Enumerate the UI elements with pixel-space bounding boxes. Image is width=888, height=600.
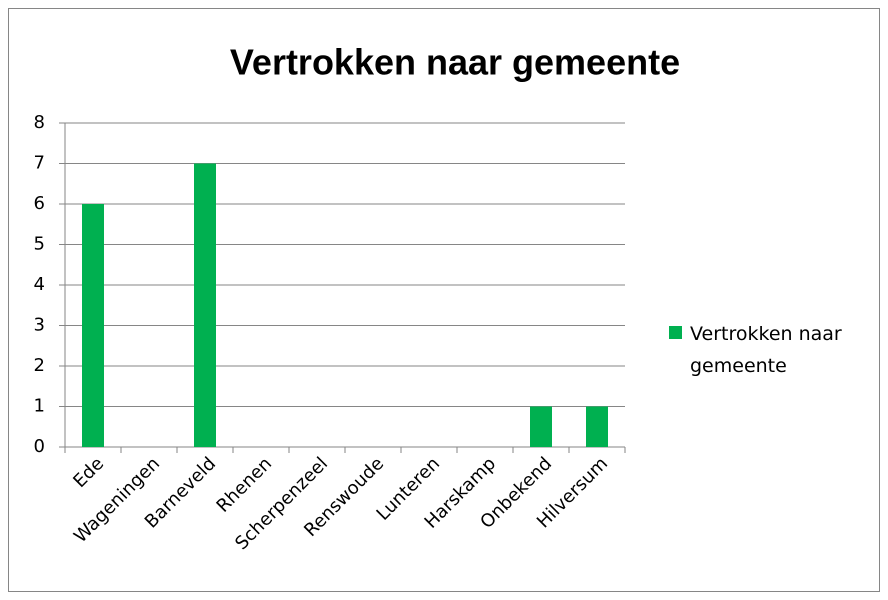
y-tick-label: 8	[34, 112, 45, 133]
chart-border	[8, 8, 880, 592]
y-tick-label: 7	[34, 153, 45, 174]
chart-title: Vertrokken naar gemeente	[230, 42, 680, 83]
y-tick-label: 5	[34, 234, 45, 255]
legend: Vertrokken naar gemeente	[669, 318, 869, 382]
bar	[586, 406, 608, 447]
legend-label: Vertrokken naar gemeente	[690, 323, 842, 377]
y-tick-label: 0	[34, 436, 45, 457]
bar	[82, 204, 104, 447]
y-tick-label: 4	[34, 274, 45, 295]
legend-swatch	[669, 326, 682, 339]
bar	[530, 406, 552, 447]
y-tick-label: 2	[34, 355, 45, 376]
bar	[194, 163, 216, 447]
y-tick-label: 1	[34, 396, 45, 417]
y-tick-label: 3	[34, 315, 45, 336]
y-tick-label: 6	[34, 193, 45, 214]
